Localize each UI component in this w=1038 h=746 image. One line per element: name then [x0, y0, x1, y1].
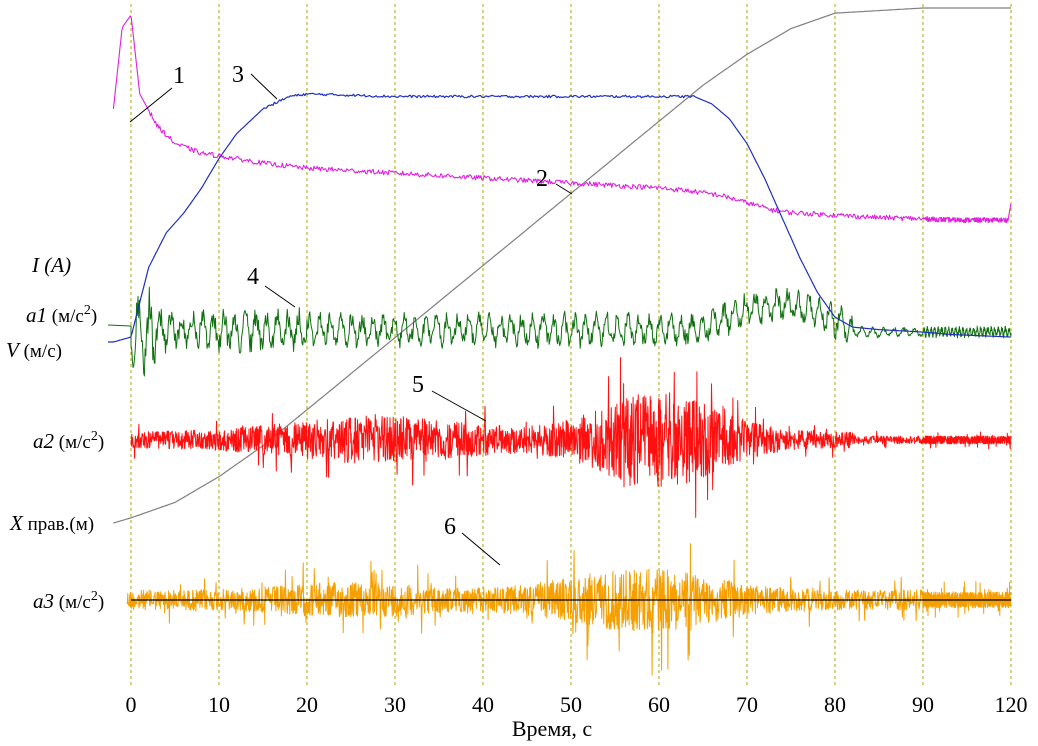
x-tick-label: 10 — [208, 692, 230, 717]
x-tick-label: 120 — [995, 692, 1028, 717]
series-3-line — [108, 92, 1012, 343]
x-tick-label: 30 — [384, 692, 406, 717]
annotations: 1 2 3 4 5 6 — [129, 62, 573, 566]
x-tick-label: 70 — [736, 692, 758, 717]
annotation-leader-2 — [555, 183, 573, 195]
y-labels: I (A) a1 (м/с2) V (м/с) a2 (м/с2) X прав.(м)… — [6, 253, 104, 613]
x-tick-label: 20 — [296, 692, 318, 717]
annotation-1: 1 — [173, 63, 185, 89]
x-tick-label: 0 — [126, 692, 137, 717]
series-2-line — [113, 7, 1011, 524]
series-4-line — [107, 286, 1012, 377]
annotation-leader-6 — [461, 532, 501, 566]
annotation-leader-5 — [431, 390, 487, 422]
series-1-line — [112, 15, 1012, 224]
series-5-line — [130, 357, 1012, 518]
y-label-V: V (м/с) — [6, 338, 62, 362]
x-tick-label: 60 — [648, 692, 670, 717]
y-label-a2: a2 (м/с2) — [33, 429, 104, 453]
y-label-I: I (A) — [31, 253, 71, 277]
series-traces — [107, 7, 1012, 676]
annotation-5: 5 — [412, 372, 424, 398]
x-tick-label: 40 — [472, 692, 494, 717]
x-tick-label: 50 — [560, 692, 582, 717]
grid-lines — [130, 4, 1012, 688]
y-label-a1: a1 (м/с2) — [26, 303, 97, 327]
x-axis-label: Время, с — [512, 716, 592, 741]
series-6-line — [126, 543, 1012, 676]
x-tick-labels: 0 10 20 30 40 50 60 70 80 90 120 — [126, 692, 1028, 717]
annotation-leader-4 — [264, 285, 296, 308]
x-tick-label: 80 — [824, 692, 846, 717]
annotation-leader-3 — [250, 73, 278, 100]
annotation-4: 4 — [247, 264, 259, 290]
annotation-leader-1 — [129, 87, 173, 123]
y-label-X: X прав.(м) — [9, 511, 94, 535]
y-label-a3: a3 (м/с2) — [33, 589, 104, 613]
annotation-2: 2 — [536, 166, 548, 192]
annotation-3: 3 — [232, 62, 244, 88]
x-tick-label: 90 — [912, 692, 934, 717]
annotation-6: 6 — [444, 514, 456, 540]
